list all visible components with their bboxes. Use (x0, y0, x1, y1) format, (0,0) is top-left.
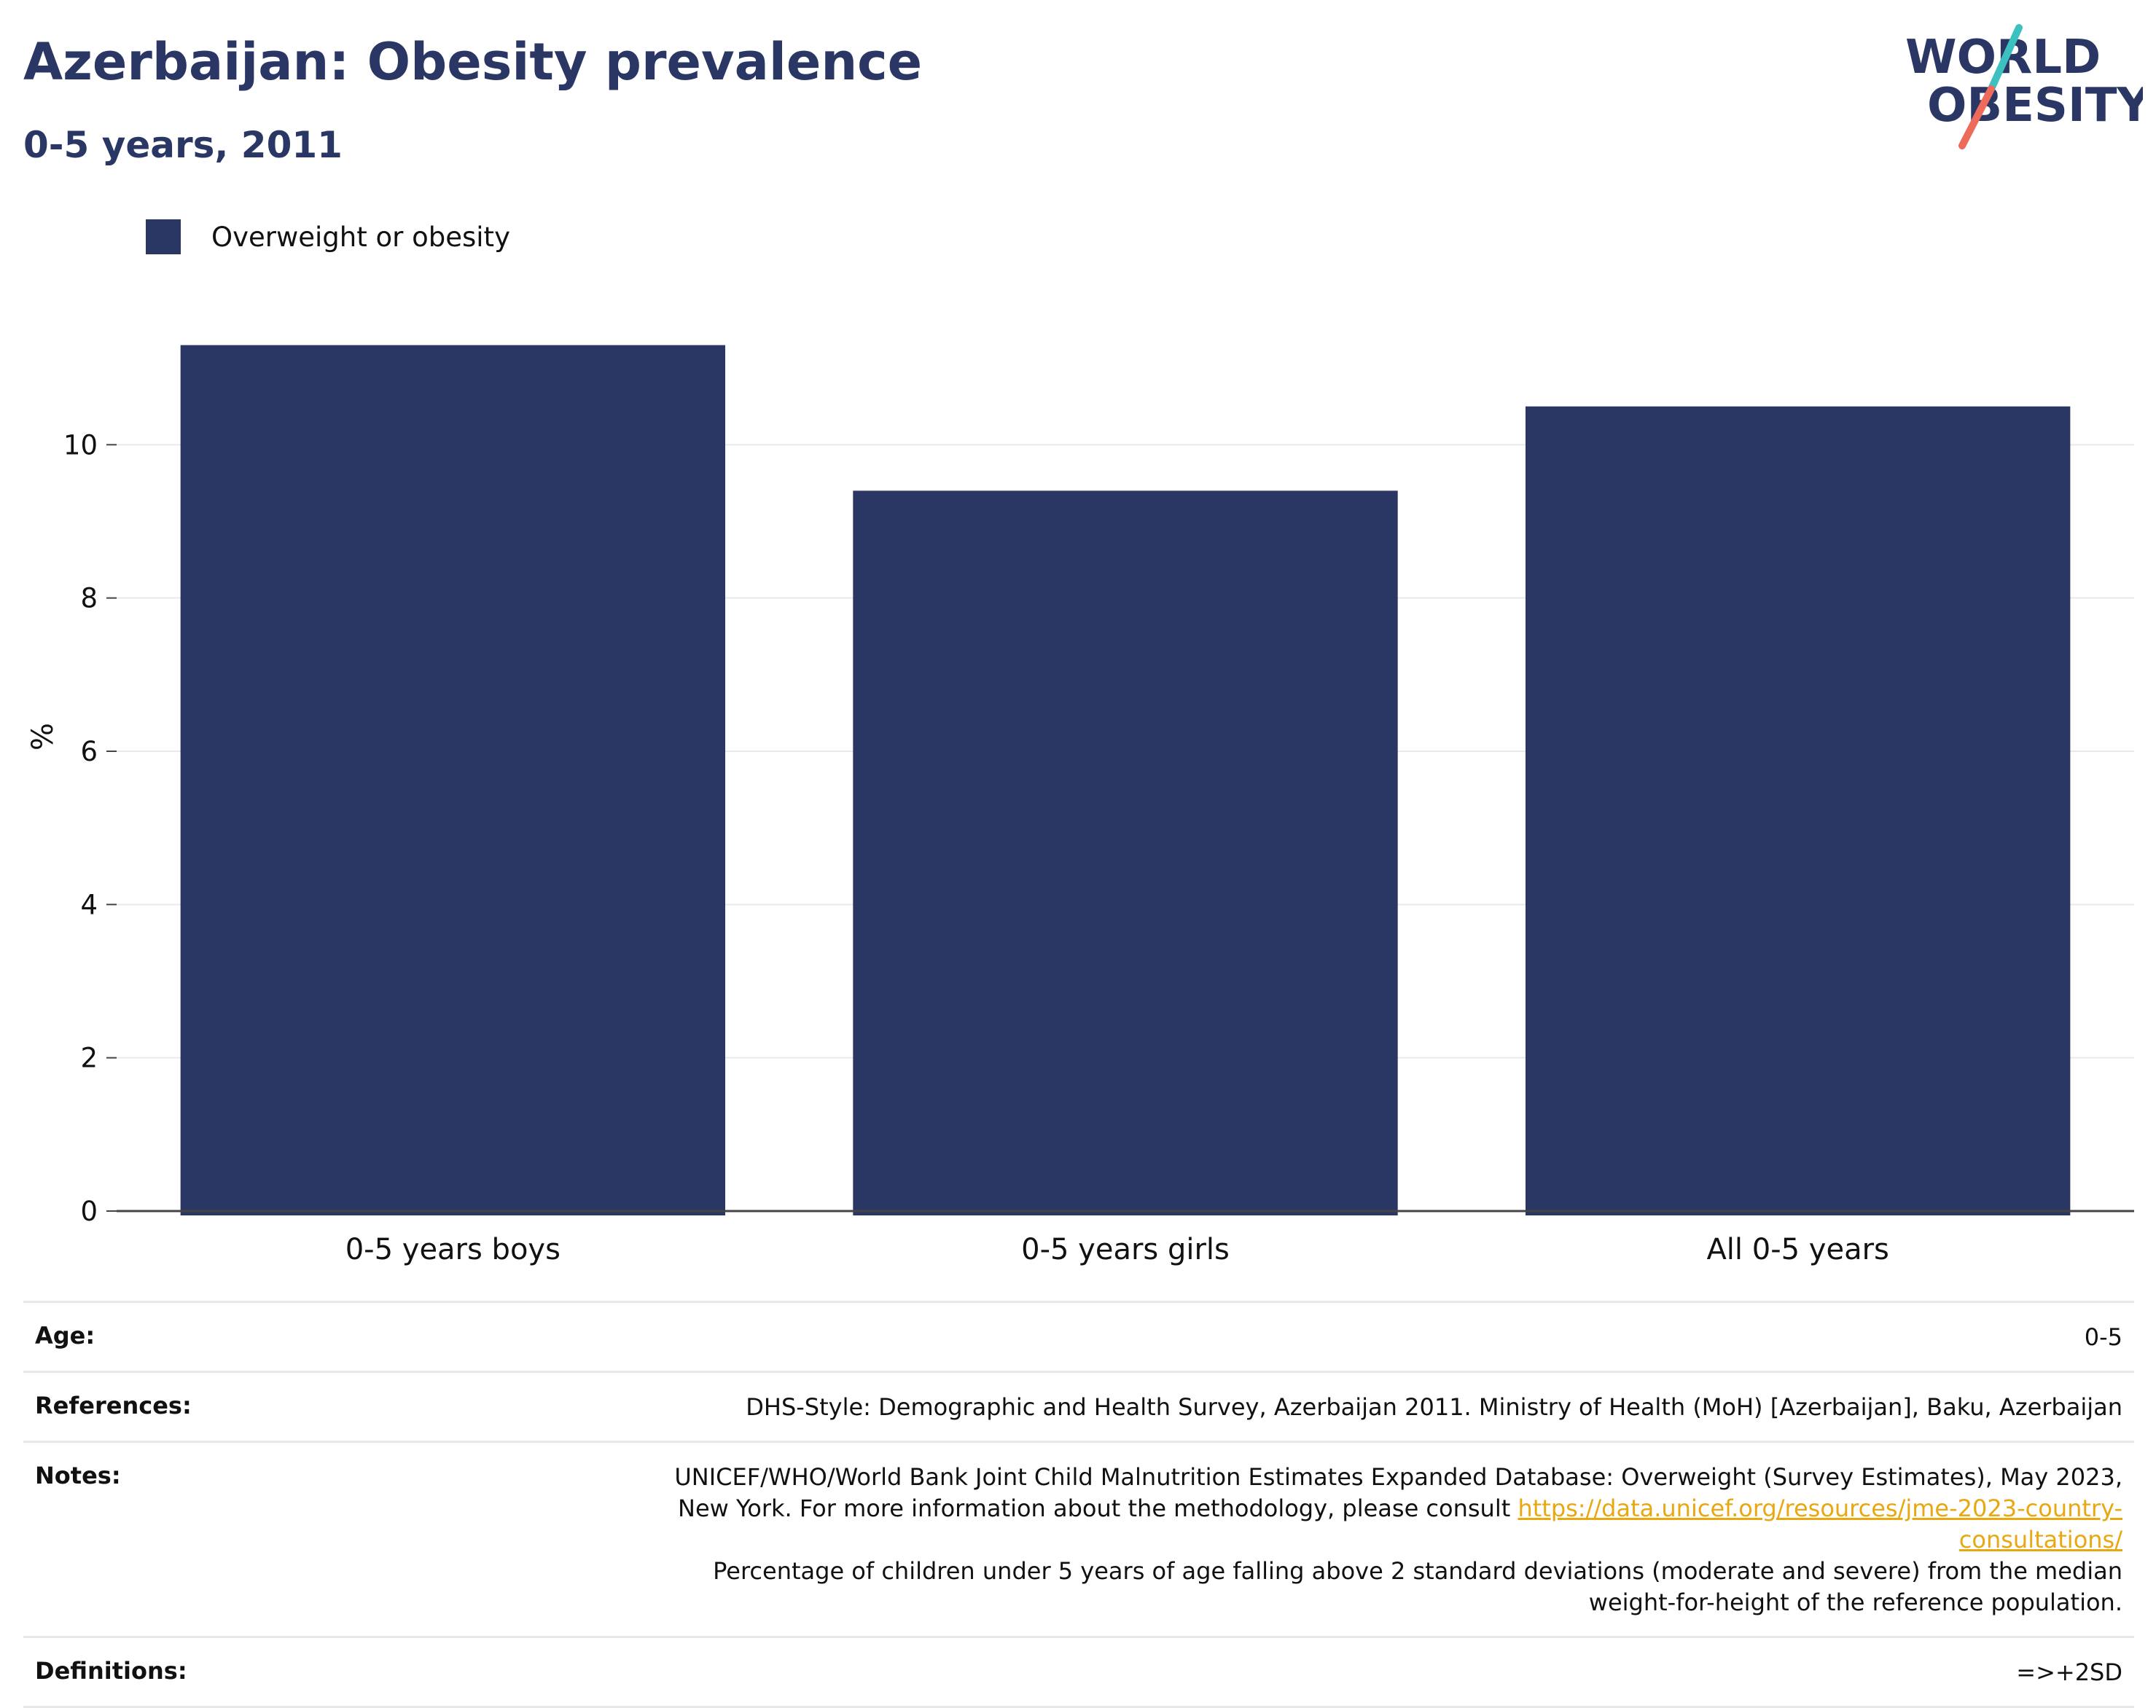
y-tick-label: 4 (80, 889, 98, 920)
y-tick-label: 8 (80, 583, 98, 614)
bar (180, 345, 726, 1215)
logo-slash-coral (1958, 85, 1995, 149)
notes-definition-text: Percentage of children under 5 years of … (713, 1557, 2122, 1616)
meta-row-age: Age: 0-5 (23, 1301, 2134, 1371)
meta-value-definitions: =>+2SD (2016, 1658, 2122, 1686)
y-tick-label: 2 (80, 1043, 98, 1074)
y-axis-label: % (26, 723, 60, 751)
metadata-table: Age: 0-5 References: DHS-Style: Demograp… (23, 1301, 2134, 1708)
notes-text: UNICEF/WHO/World Bank Joint Child Malnut… (674, 1463, 2122, 1522)
logo-slash-teal (1988, 24, 2023, 93)
world-obesity-logo: WORLD OBESITY (1905, 24, 2143, 149)
meta-value-notes: UNICEF/WHO/World Bank Joint Child Malnut… (628, 1462, 2122, 1618)
chart-subtitle: 0-5 years, 2011 (23, 124, 343, 166)
y-tick-label: 10 (63, 429, 98, 461)
legend-swatch (146, 219, 181, 254)
y-tick-label: 6 (80, 736, 98, 767)
y-tick-label: 0 (80, 1196, 98, 1227)
chart-title: Azerbaijan: Obesity prevalence (23, 32, 923, 92)
bar (853, 490, 1398, 1215)
meta-row-references: References: DHS-Style: Demographic and H… (23, 1371, 2134, 1441)
meta-key-notes: Notes: (35, 1462, 121, 1489)
x-category-label: 0-5 years boys (345, 1233, 561, 1266)
legend-label: Overweight or obesity (211, 221, 510, 253)
chart-legend: Overweight or obesity (146, 217, 510, 256)
bar-chart: 0 2 4 6 8 10% 0-5 years boys 0-5 years girls All… (26, 345, 2134, 1266)
meta-row-definitions: Definitions: =>+2SD (23, 1636, 2134, 1708)
x-category-label: 0-5 years girls (1021, 1233, 1230, 1266)
bar (1525, 406, 2071, 1215)
meta-key-references: References: (35, 1392, 192, 1419)
x-category-label: All 0-5 years (1706, 1233, 1889, 1266)
meta-row-notes: Notes: UNICEF/WHO/World Bank Joint Child… (23, 1441, 2134, 1636)
meta-key-age: Age: (35, 1322, 95, 1349)
meta-value-references: DHS-Style: Demographic and Health Survey… (746, 1393, 2122, 1421)
meta-key-definitions: Definitions: (35, 1657, 187, 1685)
meta-value-age: 0-5 (2084, 1323, 2122, 1351)
notes-link[interactable]: https://data.unicef.org/resources/jme-20… (1518, 1494, 2122, 1554)
logo-text-obesity: OBESITY (1927, 79, 2143, 133)
